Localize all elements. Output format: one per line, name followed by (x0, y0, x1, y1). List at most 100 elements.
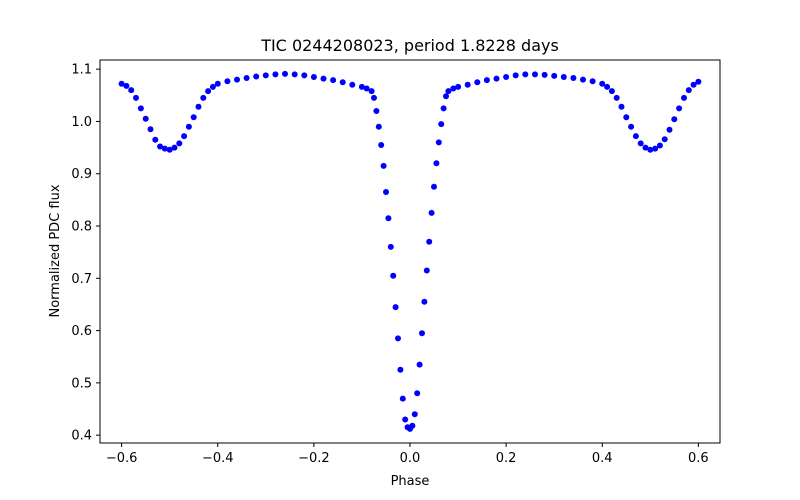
data-point (363, 85, 370, 92)
data-point (358, 83, 365, 90)
data-point (438, 121, 445, 128)
data-point (395, 335, 401, 342)
data-point (349, 81, 356, 88)
data-point (200, 94, 207, 101)
data-point (375, 123, 382, 130)
x-tick-label: 0.2 (496, 451, 517, 466)
data-point (681, 94, 687, 101)
data-point (272, 71, 279, 78)
data-point (161, 145, 168, 152)
data-point (443, 93, 449, 100)
y-tick-label: 0.8 (71, 220, 92, 235)
data-point (387, 243, 394, 250)
data-point (503, 74, 510, 80)
data-point (224, 78, 231, 85)
data-point (671, 116, 678, 123)
y-axis-label: Normalized PDC flux (48, 184, 63, 317)
data-point (262, 72, 269, 79)
x-axis-ticks: −0.6 −0.4 −0.2 0.0 0.2 0.4 0.6 (106, 443, 709, 466)
data-point (330, 77, 337, 84)
data-point (320, 75, 327, 82)
y-tick-label: 0.6 (71, 324, 92, 339)
data-point (378, 142, 385, 148)
x-tick-label: −0.4 (202, 451, 234, 466)
y-tick-label: 0.9 (71, 167, 92, 182)
data-point (652, 145, 659, 152)
data-point (195, 103, 202, 110)
x-tick-label: 0.6 (688, 451, 709, 466)
data-point (214, 80, 221, 87)
data-point (282, 70, 288, 77)
y-tick-label: 1.0 (71, 115, 92, 130)
x-tick-label: −0.2 (298, 451, 330, 466)
data-point (580, 76, 586, 83)
data-point (661, 136, 668, 143)
data-point (493, 75, 500, 82)
data-point (310, 74, 317, 80)
data-point (402, 416, 409, 423)
data-point (551, 72, 558, 79)
x-tick-label: −0.6 (106, 451, 138, 466)
data-point (512, 72, 519, 79)
y-tick-label: 1.1 (71, 63, 92, 78)
data-point (623, 114, 630, 121)
data-point (426, 238, 433, 245)
data-point (428, 209, 435, 216)
data-point (433, 160, 440, 167)
y-tick-label: 0.7 (71, 272, 92, 287)
data-point (632, 133, 639, 140)
data-point (419, 330, 425, 337)
data-point (373, 108, 380, 114)
data-point (656, 142, 663, 149)
y-axis-ticks: 0.4 0.5 0.6 0.7 0.8 0.9 1.0 1.1 (71, 63, 100, 444)
x-tick-label: 0.4 (592, 451, 613, 466)
data-point (676, 105, 683, 112)
chart-title: TIC 0244208023, period 1.8228 days (260, 36, 559, 55)
data-point (253, 73, 260, 80)
data-point (416, 361, 423, 368)
data-point (385, 215, 392, 222)
data-point (421, 298, 428, 305)
data-point (392, 304, 399, 311)
data-point (128, 87, 135, 94)
data-point (147, 126, 154, 133)
data-point (368, 88, 375, 95)
data-point (450, 85, 457, 92)
data-point (642, 144, 649, 151)
data-point (445, 88, 452, 95)
data-point (414, 390, 421, 397)
data-point (522, 71, 529, 78)
data-point (380, 162, 387, 169)
data-point (176, 140, 183, 147)
data-point (209, 83, 216, 90)
data-point (532, 71, 538, 78)
data-point (190, 114, 197, 121)
data-point (397, 366, 404, 373)
data-point (608, 88, 615, 95)
data-point (483, 77, 490, 84)
data-point (464, 81, 471, 88)
data-point (618, 103, 625, 110)
data-point (142, 115, 149, 122)
data-point (685, 87, 692, 94)
data-point (455, 83, 462, 90)
data-point (560, 74, 567, 80)
data-point (152, 136, 159, 143)
x-tick-label: 0.0 (400, 451, 421, 466)
data-point (383, 189, 389, 195)
data-point (371, 94, 377, 101)
data-point (695, 78, 702, 85)
data-point (423, 267, 430, 274)
data-point (339, 79, 346, 86)
data-point (243, 75, 250, 81)
data-point (137, 105, 144, 112)
data-point (690, 81, 697, 88)
data-point (599, 80, 606, 87)
data-point (409, 422, 416, 429)
y-tick-label: 0.4 (71, 429, 92, 444)
data-point (411, 411, 418, 418)
data-point (301, 72, 308, 79)
data-point (185, 123, 192, 130)
x-axis-label: Phase (391, 474, 430, 489)
